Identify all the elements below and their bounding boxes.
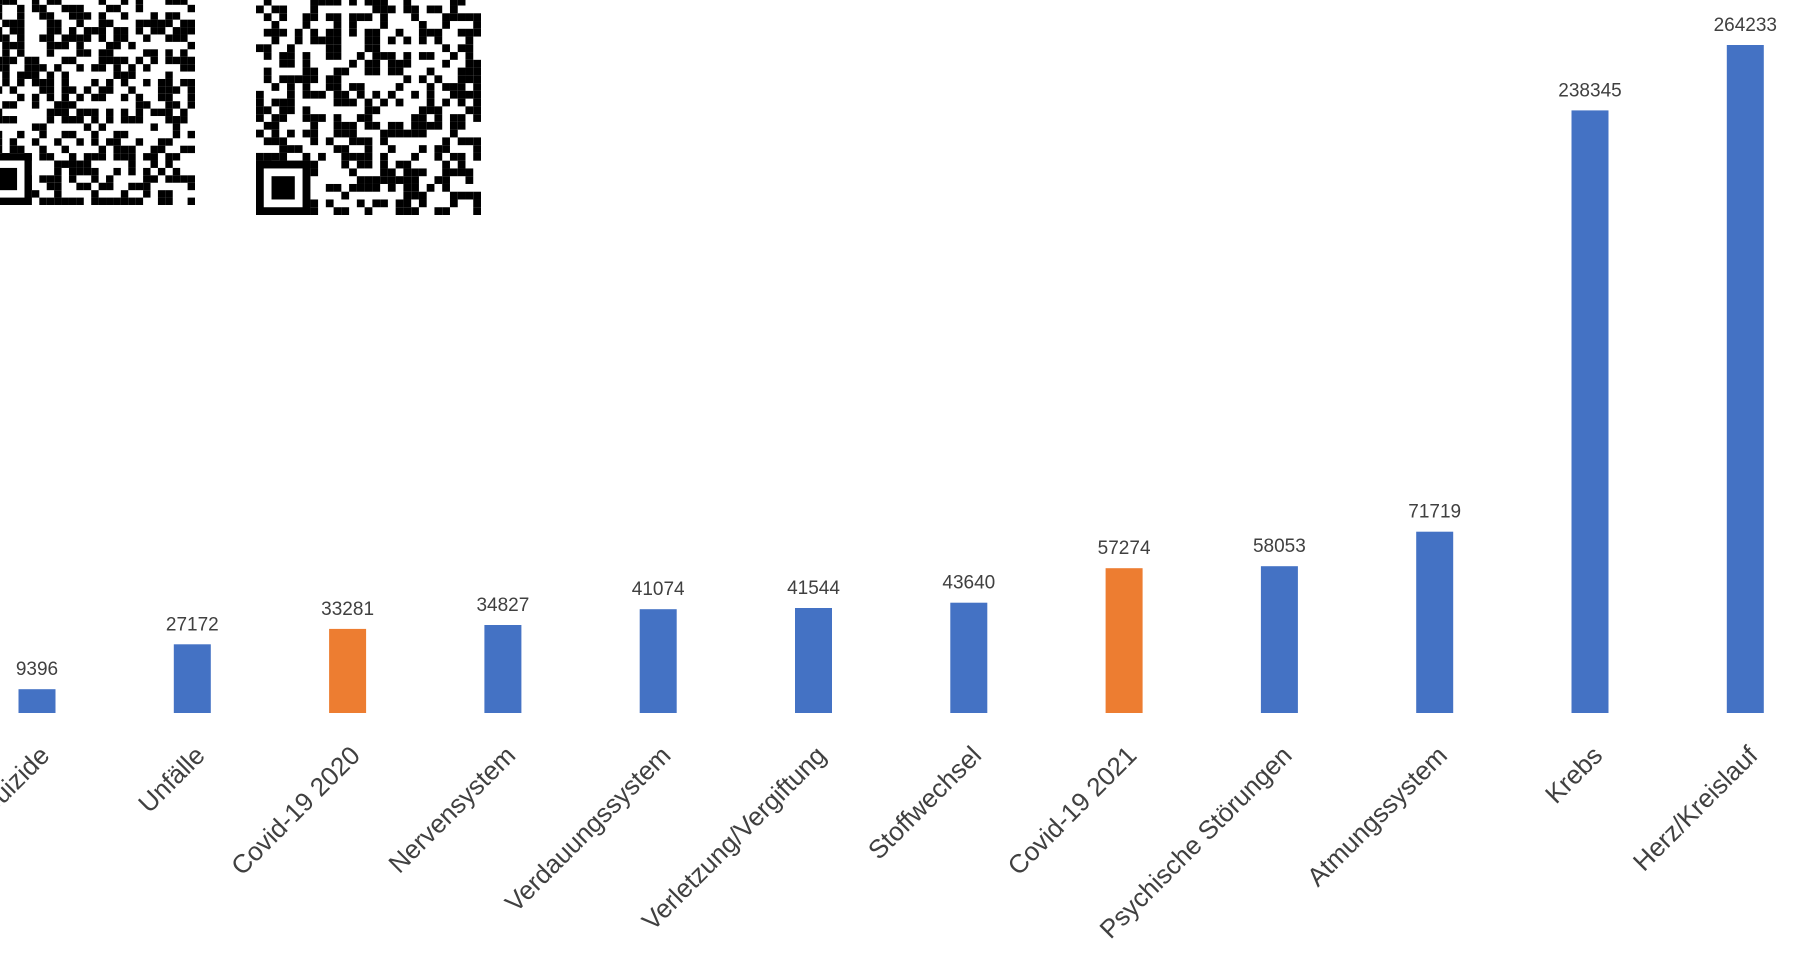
bar-value-label: 264233 <box>1714 15 1777 36</box>
x-axis-tick-labels: Suizide Unfälle Covid-19 2020 NervensystemV… <box>0 739 1764 944</box>
bar-value-label: 41074 <box>632 579 685 600</box>
qr-codes <box>0 0 481 215</box>
bar-krebs <box>1571 110 1609 713</box>
bar-value-label: 33281 <box>321 599 374 620</box>
bar-value-label: 57274 <box>1098 538 1151 559</box>
bar-herz-kreislauf <box>1726 45 1764 713</box>
bar-value-labels: 9396 27172 33281 34827 41074 41544 43640 57274 5… <box>16 15 1777 680</box>
x-tick-label: Unfälle <box>132 740 210 818</box>
x-tick-label: Herz/Kreislauf <box>1627 739 1764 876</box>
qr-code-icon <box>256 0 481 215</box>
bar-atmungssystem <box>1416 531 1454 713</box>
x-tick-label: Suizide <box>0 740 55 822</box>
x-tick-label: Verdauungssystem <box>499 740 677 918</box>
x-tick-label: Krebs <box>1539 740 1608 809</box>
x-tick-label: Stoffwechsel <box>862 740 987 865</box>
bar-covid-19-2020 <box>329 628 367 713</box>
bar-psychische-störungen <box>1260 566 1298 713</box>
qr-code-icon <box>0 0 195 205</box>
bars <box>18 45 1764 713</box>
bar-value-label: 9396 <box>16 659 58 680</box>
bar-verdauungssystem <box>639 609 677 713</box>
bar-value-label: 71719 <box>1408 502 1461 523</box>
bar-unfälle <box>173 644 211 713</box>
bar-value-label: 34827 <box>476 595 529 616</box>
x-tick-label: Covid-19 2020 <box>225 740 366 881</box>
bar-value-label: 238345 <box>1558 80 1621 101</box>
bar-value-label: 58053 <box>1253 536 1306 557</box>
x-tick-label: Nervensystem <box>382 740 521 879</box>
bar-stoffwechsel <box>950 602 988 713</box>
x-tick-label: Atmungssystem <box>1301 740 1453 892</box>
bar-value-label: 27172 <box>166 614 219 635</box>
bar-value-label: 43640 <box>942 573 995 594</box>
bar-nervensystem <box>484 625 522 713</box>
bar-suizide <box>18 689 56 713</box>
bar-covid-19-2021 <box>1105 568 1143 713</box>
x-tick-label: Covid-19 2021 <box>1002 740 1143 881</box>
bar-value-label: 41544 <box>787 578 840 599</box>
bar-verletzung-vergiftung <box>795 608 832 713</box>
